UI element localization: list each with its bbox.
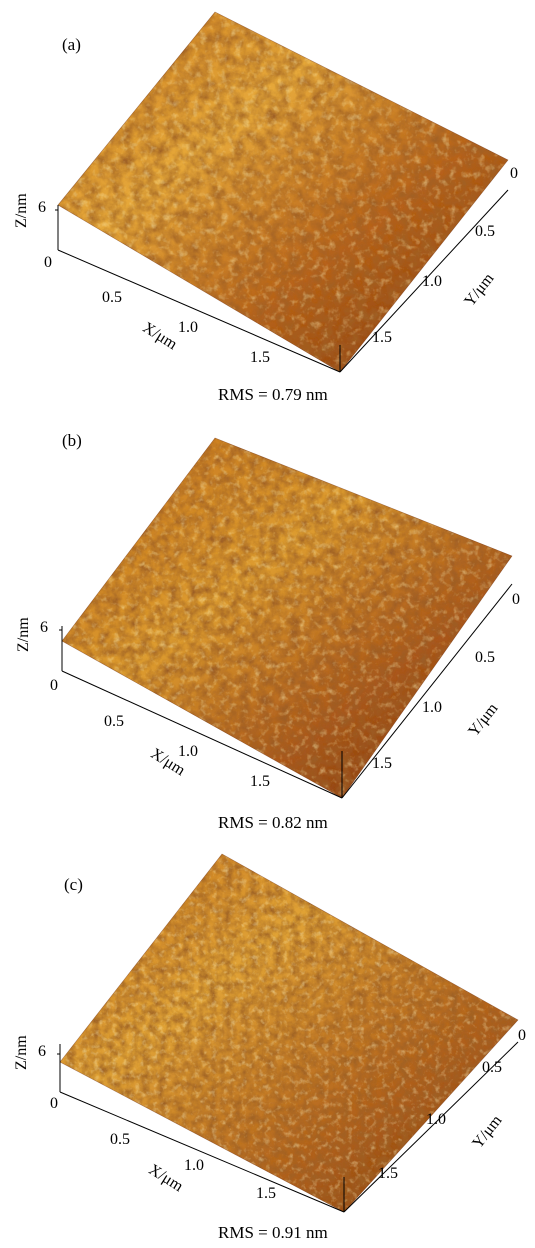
x-tick-label: 1.5 <box>256 1185 276 1202</box>
origin-label: 0 <box>44 254 52 271</box>
axes-a <box>55 189 509 373</box>
y-tick-label: 1.0 <box>422 699 442 716</box>
y-axis-line <box>339 189 509 373</box>
origin-label: 0 <box>50 677 58 694</box>
x-tick-label: 1.5 <box>250 773 270 790</box>
x-tick-label: 1.5 <box>250 349 270 366</box>
x-tick-label: 0.5 <box>104 713 124 730</box>
x-axis-line <box>59 1091 345 1213</box>
afm-surface-a <box>55 11 509 373</box>
z-axis-label: Z/nm <box>13 193 30 228</box>
rms-caption: RMS = 0.91 nm <box>218 1223 328 1242</box>
y-tick-label: 1.5 <box>372 329 392 346</box>
afm-panel-a: (a) Z/nm 6 0 0.5 1.0 1.5 X/μm 0 0.5 1.0 … <box>0 0 535 416</box>
y-tick-label: 0.5 <box>482 1059 502 1076</box>
panel-label: (b) <box>62 431 82 450</box>
axes-c <box>57 1041 519 1213</box>
z-axis-label: Z/nm <box>13 1035 30 1070</box>
afm-surface-c <box>57 853 519 1213</box>
y-tick-label: 0 <box>510 165 518 182</box>
y-tick-label: 0.5 <box>475 223 495 240</box>
origin-label: 0 <box>50 1095 58 1112</box>
surface-topography <box>57 11 509 373</box>
surface-topography <box>61 437 513 799</box>
z-tick-label: 6 <box>38 1043 46 1060</box>
x-axis-line <box>57 249 341 373</box>
y-tick-label: 0 <box>518 1027 526 1044</box>
y-tick-label: 0.5 <box>475 649 495 666</box>
afm-panel-c: (c) Z/nm 6 0 0.5 1.0 1.5 X/μm 0 0.5 1.0 … <box>0 832 535 1248</box>
axes-b <box>59 583 513 799</box>
x-axis-line <box>61 670 343 799</box>
surface-topography <box>59 853 519 1213</box>
y-tick-label: 1.5 <box>378 1165 398 1182</box>
y-tick-label: 1.0 <box>422 273 442 290</box>
z-tick-label: 6 <box>40 619 48 636</box>
y-tick-label: 0 <box>512 591 520 608</box>
rms-caption: RMS = 0.79 nm <box>218 385 328 404</box>
x-tick-label: 1.0 <box>178 319 198 336</box>
x-tick-label: 0.5 <box>102 289 122 306</box>
z-axis-label: Z/nm <box>15 617 32 652</box>
y-tick-label: 1.0 <box>426 1111 446 1128</box>
y-axis-line <box>343 1041 519 1213</box>
panel-label: (a) <box>62 35 81 54</box>
y-axis-line <box>341 583 513 799</box>
x-tick-label: 1.0 <box>184 1157 204 1174</box>
x-tick-label: 1.0 <box>178 743 198 760</box>
y-tick-label: 1.5 <box>372 755 392 772</box>
rms-caption: RMS = 0.82 nm <box>218 813 328 832</box>
x-tick-label: 0.5 <box>110 1131 130 1148</box>
afm-panel-b: (b) Z/nm 6 0 0.5 1.0 1.5 X/μm 0 0.5 1.0 … <box>0 416 535 832</box>
afm-surface-b <box>59 437 513 799</box>
z-tick-label: 6 <box>38 199 46 216</box>
panel-label: (c) <box>64 875 83 894</box>
